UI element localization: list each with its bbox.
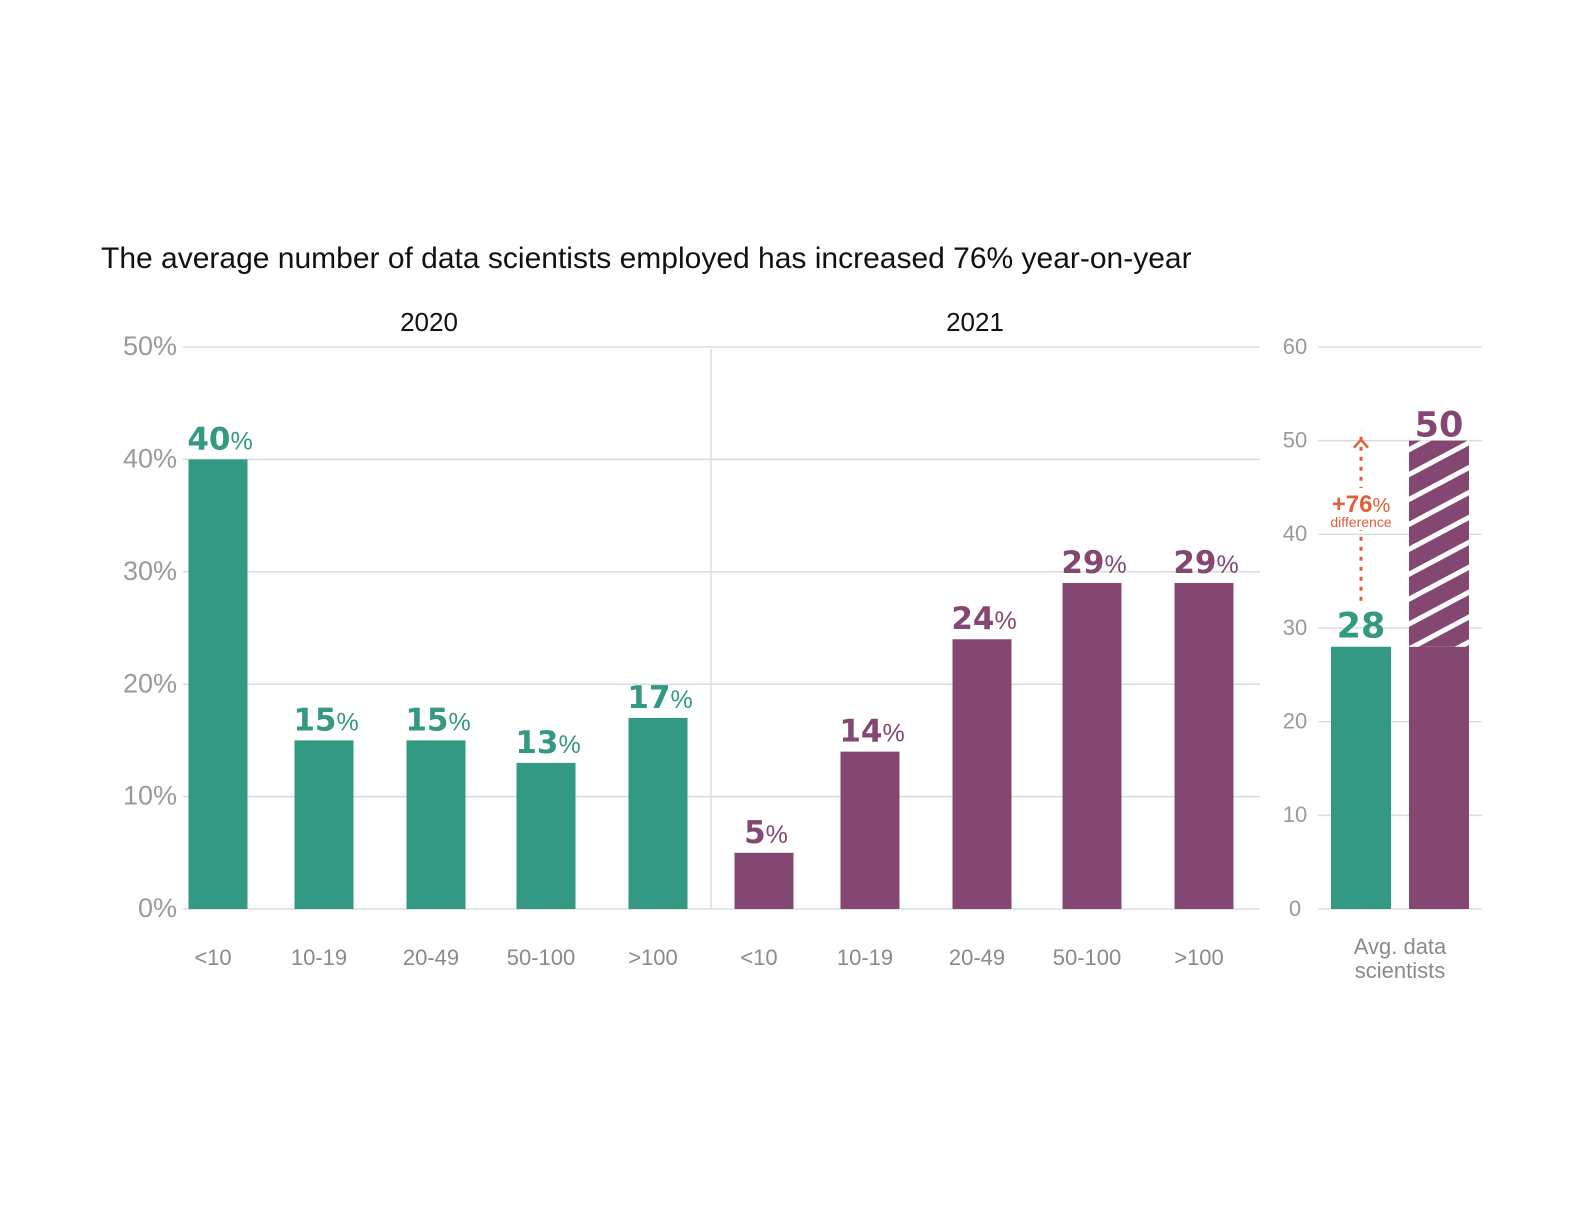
annotation-backing [1322, 488, 1400, 530]
y-tick-label: 50% [123, 331, 177, 361]
data-label: 14% [839, 714, 904, 750]
x-tick-label: 50-100 [507, 945, 576, 970]
y-tick-label: 60 [1283, 334, 1307, 359]
year-label: 2021 [946, 307, 1004, 337]
y-tick-label: 40 [1283, 521, 1307, 546]
difference-value: +76% [1332, 491, 1391, 518]
y-tick-label: 20 [1283, 708, 1307, 733]
x-axis-label: Avg. data [1354, 934, 1447, 959]
data-label: 15% [293, 702, 358, 738]
data-label: 5% [744, 815, 788, 851]
y-tick-label: 0 [1289, 896, 1301, 921]
bar [1331, 646, 1391, 909]
bar [1409, 646, 1469, 909]
data-label: 29% [1061, 545, 1126, 581]
y-tick-label: 30% [123, 556, 177, 586]
y-tick-label: 10% [123, 781, 177, 811]
year-label: 2020 [400, 307, 458, 337]
bar [294, 740, 354, 909]
difference-label: difference [1330, 514, 1391, 530]
data-label: 28 [1337, 607, 1386, 647]
y-tick-label: 20% [123, 668, 177, 698]
bar [188, 459, 248, 909]
x-tick-label: >100 [628, 945, 678, 970]
x-tick-label: 10-19 [837, 945, 893, 970]
bar [516, 762, 576, 909]
data-label: 17% [627, 680, 692, 716]
right-chart: 0 10 20 30 40 50 60 28 50 +76%difference Avg. data… [1283, 334, 1482, 983]
bar-increase [1409, 440, 1469, 647]
bar [840, 751, 900, 909]
y-tick-label: 30 [1283, 615, 1307, 640]
left-chart: 0% 10% 20% 30% 40% 50% 2020 40% <10 15% 10-19 15% 20… [123, 307, 1260, 970]
x-tick-label: 10-19 [291, 945, 347, 970]
y-tick-label: 0% [138, 893, 177, 923]
bar [406, 740, 466, 909]
x-tick-label: 20-49 [949, 945, 1005, 970]
y-tick-label: 10 [1283, 802, 1307, 827]
x-tick-label: <10 [194, 945, 231, 970]
bar [1062, 583, 1122, 909]
data-label: 50 [1415, 406, 1464, 446]
y-tick-label: 40% [123, 444, 177, 474]
data-label: 40% [187, 421, 252, 457]
bar [734, 852, 794, 909]
x-tick-label: >100 [1174, 945, 1224, 970]
y-tick-label: 50 [1283, 427, 1307, 452]
data-label: 13% [515, 725, 580, 761]
x-tick-label: <10 [740, 945, 777, 970]
arrow-head-icon [1353, 437, 1369, 449]
x-tick-label: 50-100 [1053, 945, 1122, 970]
bar [952, 639, 1012, 909]
bar [628, 717, 688, 909]
data-label: 24% [951, 601, 1016, 637]
bar [1174, 583, 1234, 909]
data-label: 29% [1173, 545, 1238, 581]
x-tick-label: 20-49 [403, 945, 459, 970]
data-label: 15% [405, 702, 470, 738]
chart-title: The average number of data scientists em… [101, 242, 1192, 275]
x-axis-label: scientists [1355, 958, 1445, 983]
